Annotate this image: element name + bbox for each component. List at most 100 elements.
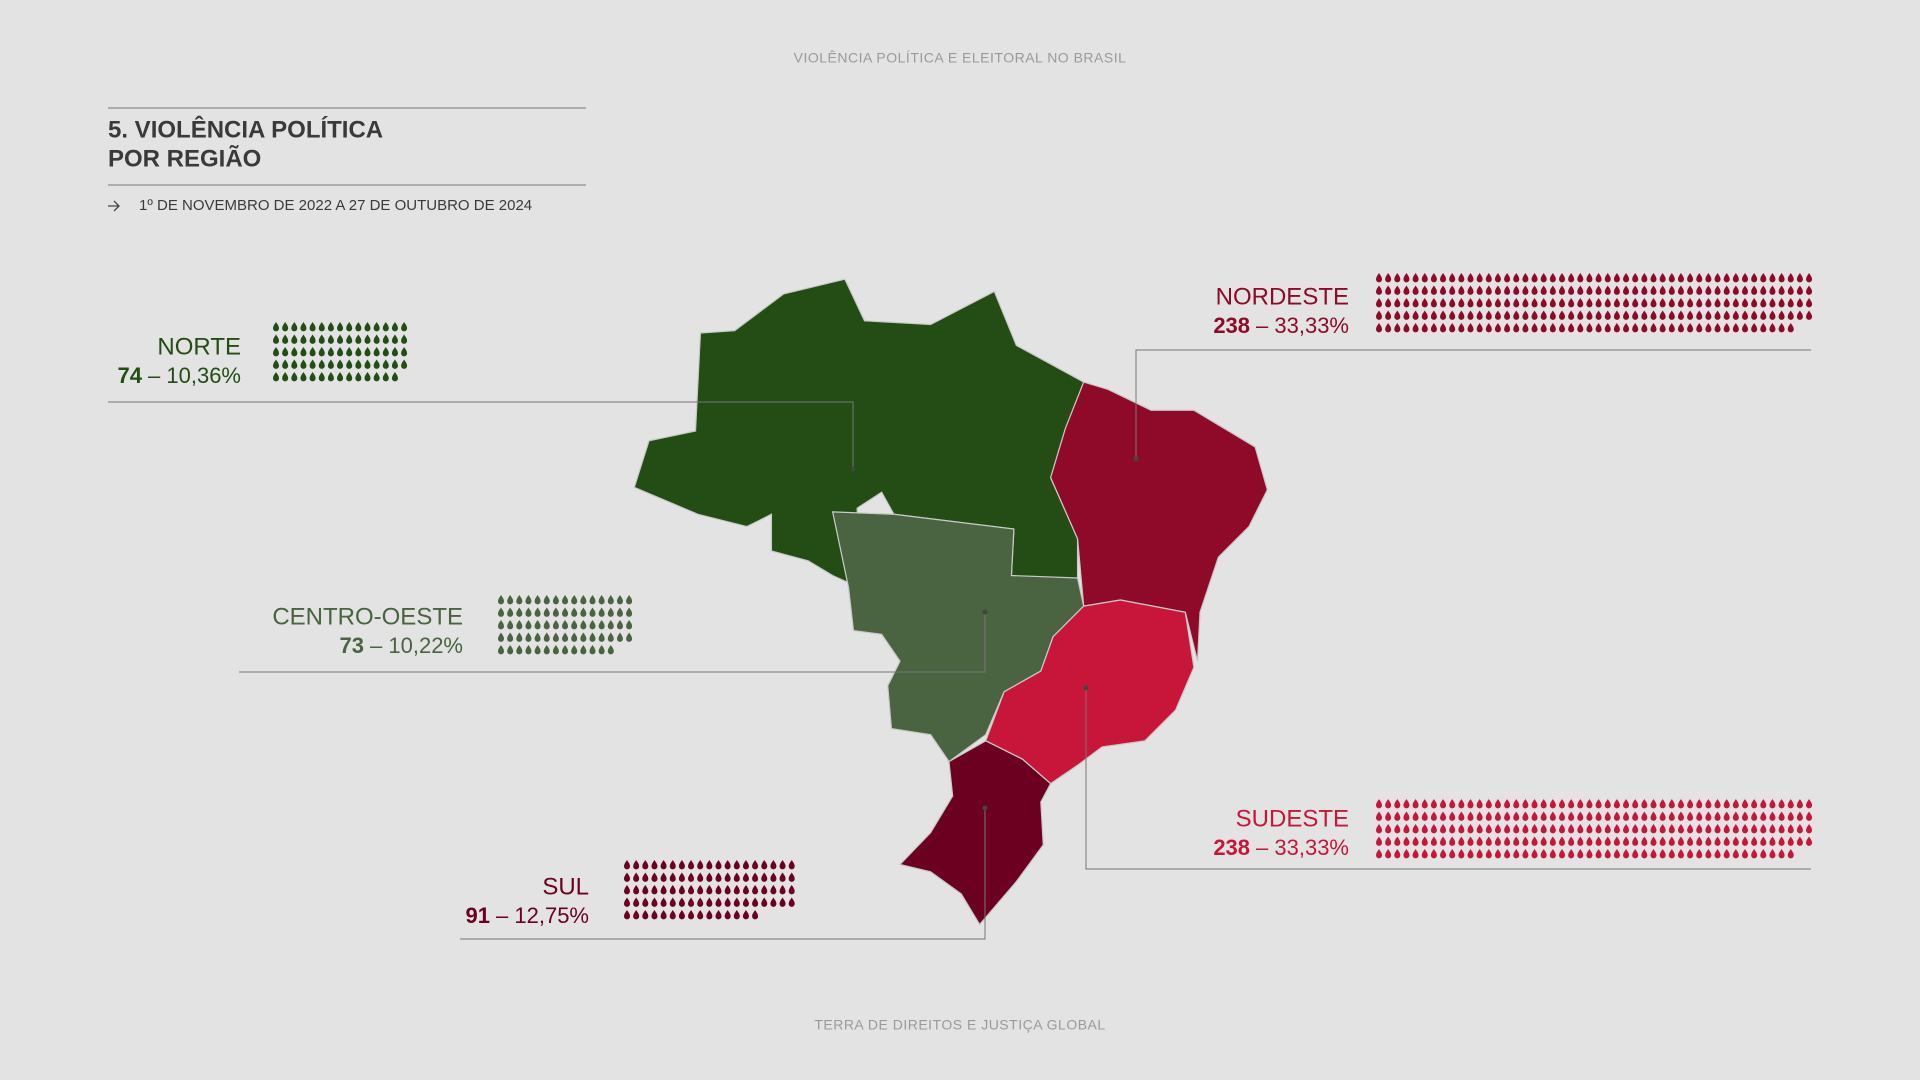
drop xyxy=(1458,824,1465,834)
drop xyxy=(391,372,398,382)
drop xyxy=(1613,310,1620,320)
drop xyxy=(1430,310,1437,320)
drop xyxy=(1604,310,1611,320)
drop xyxy=(1613,824,1620,834)
drop xyxy=(1458,849,1465,859)
drop xyxy=(291,359,298,369)
drop xyxy=(1559,285,1565,295)
region-name: NORTE xyxy=(157,333,241,360)
drop xyxy=(1623,811,1630,821)
drop xyxy=(1668,310,1675,320)
drop xyxy=(642,897,649,907)
drop xyxy=(1440,849,1447,859)
drop xyxy=(1421,273,1428,283)
drop xyxy=(1485,849,1492,859)
drop xyxy=(616,607,623,617)
drop xyxy=(516,607,523,617)
region-share: – 10,36% xyxy=(148,363,241,388)
drop xyxy=(1705,811,1712,821)
drop xyxy=(660,897,667,907)
drop xyxy=(770,872,777,882)
drop xyxy=(1586,836,1593,846)
drop xyxy=(1513,849,1520,859)
drop xyxy=(1677,836,1684,846)
drop xyxy=(571,632,578,642)
drop xyxy=(1595,323,1602,333)
drop xyxy=(1742,323,1748,333)
drop xyxy=(1394,836,1401,846)
drop xyxy=(282,372,289,382)
drop xyxy=(706,872,713,882)
drop xyxy=(1751,273,1758,283)
drop xyxy=(1394,285,1401,295)
drop xyxy=(669,872,676,882)
drop xyxy=(580,645,587,655)
drop xyxy=(507,645,514,655)
drop xyxy=(1430,285,1437,295)
drop xyxy=(1714,849,1721,859)
drop xyxy=(1806,310,1813,320)
drop xyxy=(1494,285,1501,295)
leader-line xyxy=(1085,688,1811,870)
drop xyxy=(607,632,614,642)
drop xyxy=(589,645,596,655)
drop xyxy=(1659,310,1666,320)
drop xyxy=(1778,273,1785,283)
footer: TERRA DE DIREITOS E JUSTIÇA GLOBAL xyxy=(814,1017,1105,1033)
region-name: CENTRO-OESTE xyxy=(272,603,463,630)
leader-dot xyxy=(1083,685,1089,691)
drop xyxy=(1467,824,1474,834)
region-count: 74 xyxy=(118,363,143,388)
drop xyxy=(516,645,523,655)
drop xyxy=(1723,323,1730,333)
region-name: SUDESTE xyxy=(1236,805,1349,832)
drop xyxy=(1467,298,1474,308)
drop xyxy=(1742,836,1748,846)
drop xyxy=(1540,310,1547,320)
drop xyxy=(1540,836,1547,846)
drop xyxy=(1641,799,1648,809)
drop xyxy=(1467,836,1474,846)
drop xyxy=(1677,824,1684,834)
drop xyxy=(571,645,578,655)
drop xyxy=(624,860,630,870)
drop xyxy=(660,872,667,882)
drop xyxy=(1705,285,1712,295)
drop xyxy=(1659,824,1666,834)
drop xyxy=(1705,323,1712,333)
drop xyxy=(1650,849,1657,859)
drop xyxy=(1787,811,1794,821)
drop xyxy=(1513,273,1520,283)
drop xyxy=(580,620,587,630)
drop xyxy=(1677,323,1684,333)
drop xyxy=(1376,273,1382,283)
drop xyxy=(1650,824,1657,834)
drop xyxy=(1458,836,1465,846)
drop xyxy=(1696,849,1703,859)
drop xyxy=(1714,836,1721,846)
drop xyxy=(1769,824,1776,834)
drop xyxy=(1421,811,1428,821)
drop xyxy=(1385,824,1392,834)
drop xyxy=(733,860,740,870)
drop xyxy=(1412,323,1419,333)
drop xyxy=(516,620,523,630)
drop xyxy=(1586,298,1593,308)
drop xyxy=(688,860,695,870)
drop xyxy=(1504,811,1511,821)
drop xyxy=(1769,799,1776,809)
drop xyxy=(1751,811,1758,821)
drop xyxy=(1394,323,1401,333)
drop xyxy=(498,620,504,630)
drop xyxy=(633,897,640,907)
drop xyxy=(1623,310,1630,320)
drop xyxy=(1568,310,1575,320)
drop xyxy=(1549,799,1556,809)
drop xyxy=(498,645,504,655)
drop xyxy=(1696,273,1703,283)
drop xyxy=(633,910,640,920)
drop xyxy=(1696,323,1703,333)
drop xyxy=(1604,836,1611,846)
drop xyxy=(598,595,605,605)
region-shape xyxy=(633,278,1085,589)
